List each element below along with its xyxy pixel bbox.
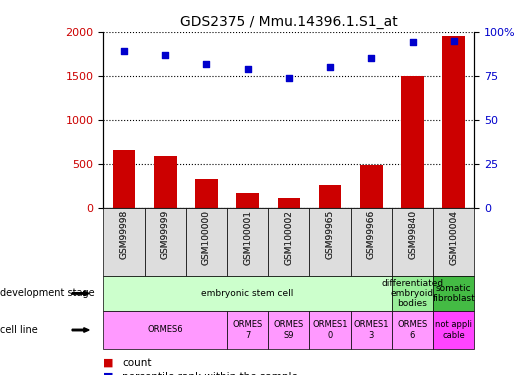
Text: percentile rank within the sample: percentile rank within the sample [122, 372, 298, 375]
Text: GSM100000: GSM100000 [202, 210, 211, 265]
Text: GSM99999: GSM99999 [161, 210, 170, 259]
Point [285, 75, 293, 81]
Point [449, 38, 458, 44]
Text: somatic
fibroblast: somatic fibroblast [432, 284, 475, 303]
Bar [154, 156, 176, 208]
Text: development stage: development stage [0, 288, 95, 298]
Text: ■: ■ [103, 372, 114, 375]
Text: GSM100001: GSM100001 [243, 210, 252, 265]
Text: differentiated
embryoid
bodies: differentiated embryoid bodies [382, 279, 444, 308]
Point [161, 52, 170, 58]
Text: GSM99966: GSM99966 [367, 210, 376, 259]
Bar [401, 76, 424, 208]
Text: ORMES1
3: ORMES1 3 [354, 320, 389, 340]
Text: ORMES1
0: ORMES1 0 [312, 320, 348, 340]
Text: GSM99840: GSM99840 [408, 210, 417, 259]
Text: GSM99965: GSM99965 [325, 210, 334, 259]
Text: GSM100000: GSM100000 [202, 210, 211, 265]
Text: GSM99965: GSM99965 [325, 210, 334, 259]
Text: GSM100004: GSM100004 [449, 210, 458, 265]
Text: embryonic stem cell: embryonic stem cell [201, 289, 294, 298]
Point [120, 48, 128, 54]
Text: GSM99998: GSM99998 [119, 210, 128, 259]
Text: cell line: cell line [0, 325, 38, 335]
Text: GSM100004: GSM100004 [449, 210, 458, 265]
Text: GSM99998: GSM99998 [119, 210, 128, 259]
Bar [236, 193, 259, 208]
Text: count: count [122, 358, 152, 368]
Text: ORMES
S9: ORMES S9 [273, 320, 304, 340]
Point [367, 56, 376, 62]
Point [202, 61, 210, 67]
Text: GSM99966: GSM99966 [367, 210, 376, 259]
Text: ORMES
7: ORMES 7 [233, 320, 263, 340]
Text: GSM100002: GSM100002 [285, 210, 293, 265]
Bar [278, 198, 300, 208]
Point [408, 39, 417, 45]
Text: ORMES6: ORMES6 [147, 326, 183, 334]
Text: GSM100001: GSM100001 [243, 210, 252, 265]
Text: ■: ■ [103, 358, 114, 368]
Text: not appli
cable: not appli cable [435, 320, 472, 340]
Point [243, 66, 252, 72]
Title: GDS2375 / Mmu.14396.1.S1_at: GDS2375 / Mmu.14396.1.S1_at [180, 15, 398, 30]
Bar [360, 165, 383, 208]
Text: GSM100002: GSM100002 [285, 210, 293, 265]
Bar [195, 179, 218, 208]
Text: ORMES
6: ORMES 6 [398, 320, 428, 340]
Text: GSM99840: GSM99840 [408, 210, 417, 259]
Bar [319, 185, 341, 208]
Text: GSM99999: GSM99999 [161, 210, 170, 259]
Bar [443, 36, 465, 208]
Bar [113, 150, 135, 208]
Point [326, 64, 334, 70]
